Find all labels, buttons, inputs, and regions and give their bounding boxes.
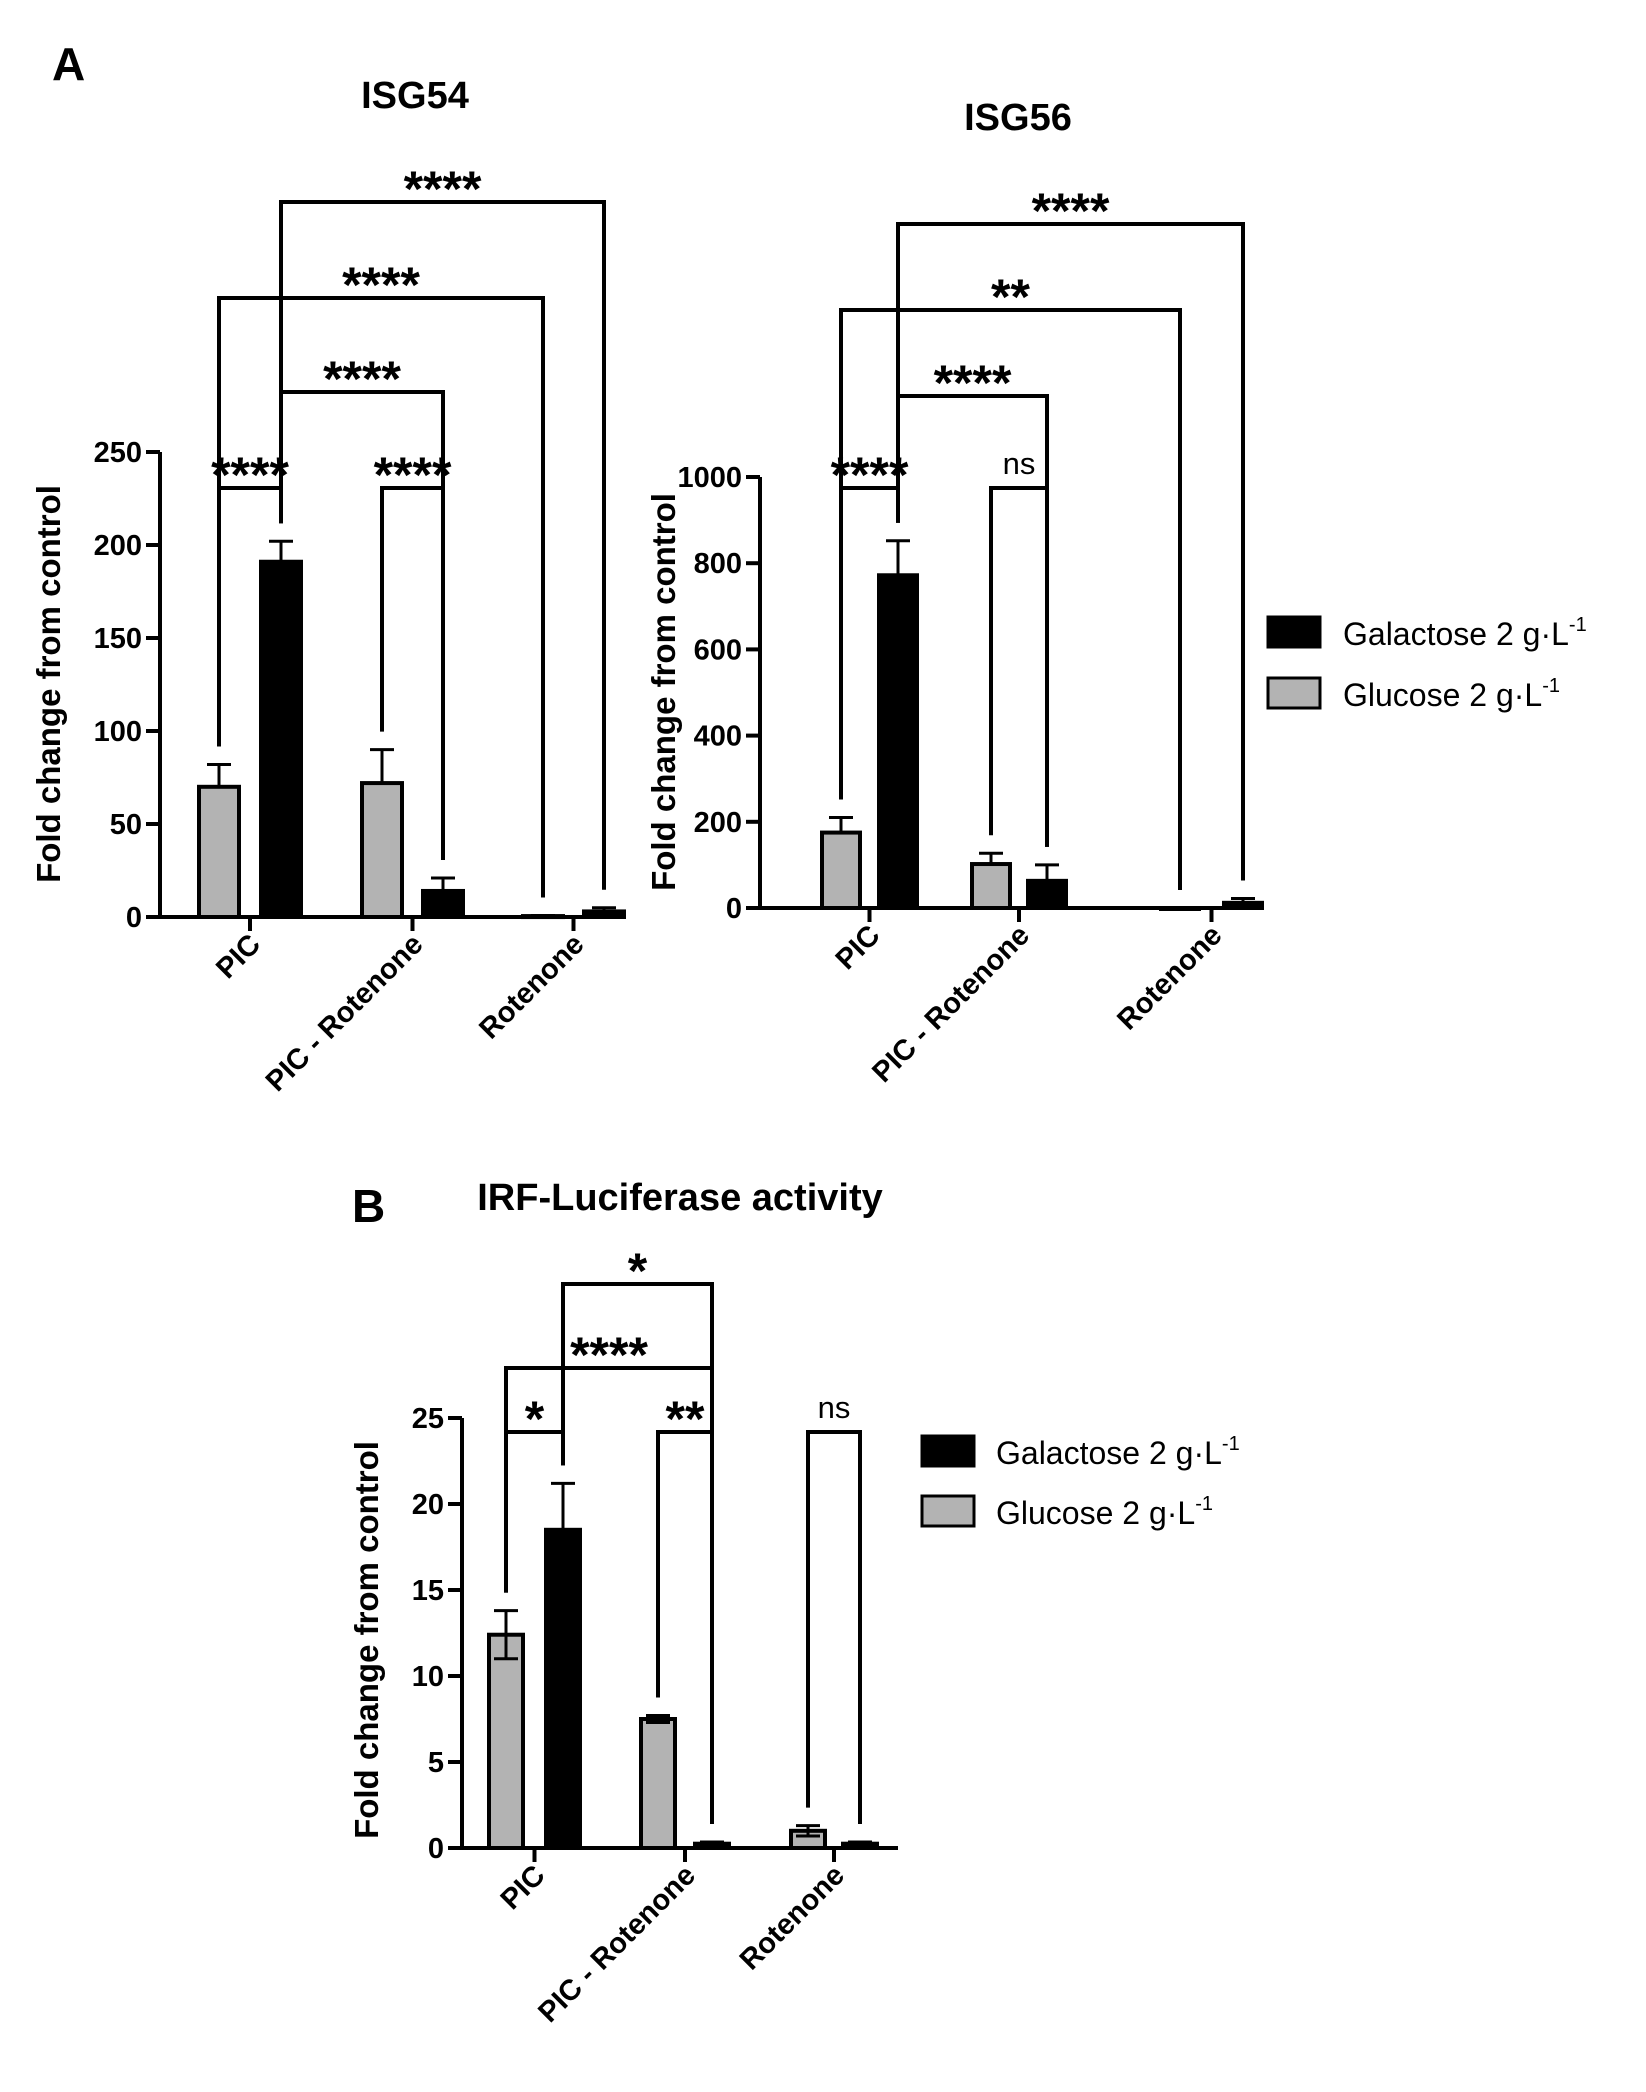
significance-label: ** — [666, 1391, 705, 1447]
y-axis-label: Fold change from control — [645, 493, 682, 891]
legend-panel-a: Galactose 2 g·L-1 Glucose 2 g·L-1 — [1266, 614, 1587, 713]
bar-glucose — [639, 1717, 677, 1850]
legend-swatch-glucose-b — [920, 1494, 976, 1528]
significance-label: **** — [934, 355, 1012, 411]
bar-glucose — [970, 862, 1012, 911]
y-tick-label: 100 — [94, 716, 142, 748]
legend-swatch-galactose — [1266, 615, 1322, 649]
y-tick-label: 400 — [694, 721, 742, 753]
significance-label: **** — [831, 447, 909, 503]
y-tick-label: 600 — [694, 634, 742, 666]
significance-label: **** — [374, 447, 452, 503]
significance-bracket — [217, 296, 545, 898]
significance-label: **** — [342, 257, 420, 313]
y-tick-label: 200 — [694, 807, 742, 839]
bar-glucose — [820, 830, 862, 911]
chart-title: IRF-Luciferase activity — [477, 1177, 882, 1219]
significance-label: ** — [991, 269, 1030, 325]
bar-galactose — [421, 888, 465, 920]
significance-bracket — [839, 308, 1182, 890]
significance-label: **** — [323, 351, 401, 407]
x-tick-label: Rotenone — [473, 928, 590, 1045]
significance-bracket — [806, 1430, 862, 1824]
significance-label: **** — [211, 447, 289, 503]
significance-label: **** — [570, 1327, 648, 1383]
bar-galactose — [877, 573, 919, 910]
significance-bracket — [989, 486, 1049, 847]
legend-panel-b: Galactose 2 g·L-1 Glucose 2 g·L-1 — [920, 1433, 1240, 1531]
x-tick-label: PIC — [210, 928, 267, 985]
y-axis-label: Fold change from control — [348, 1441, 385, 1839]
significance-label: * — [525, 1391, 545, 1447]
significance-label: * — [628, 1243, 648, 1299]
y-tick-label: 50 — [110, 809, 142, 841]
legend-swatch-galactose-b — [920, 1434, 976, 1468]
bar-galactose — [259, 559, 303, 919]
chart-isg56: ISG56 Fold change from control 0 200 400 600 8… — [645, 97, 1264, 1089]
bar-galactose — [1222, 900, 1264, 911]
bar-galactose — [582, 909, 626, 919]
y-axis-label: Fold change from control — [30, 485, 67, 883]
significance-label: ns — [818, 1390, 851, 1425]
y-tick-label: 800 — [694, 548, 742, 580]
y-tick-label: 0 — [126, 902, 142, 934]
legend-label-glucose: Glucose 2 g·L-1 — [1343, 675, 1560, 713]
y-tick-label: 150 — [94, 623, 142, 655]
significance-label: **** — [404, 161, 482, 217]
y-tick-label: 15 — [412, 1575, 444, 1607]
chart-title: ISG54 — [361, 75, 469, 117]
x-tick-label: PIC - Rotenone — [260, 928, 430, 1098]
y-tick-label: 20 — [412, 1489, 444, 1521]
chart-irf-luciferase: IRF-Luciferase activity Fold change from … — [348, 1177, 898, 2029]
y-tick-label: 0 — [428, 1833, 444, 1865]
bar-glucose — [487, 1632, 525, 1850]
y-tick-label: 1000 — [677, 462, 742, 494]
bar-glucose — [197, 784, 241, 919]
y-tick-label: 5 — [428, 1747, 444, 1779]
x-tick-label: PIC — [495, 1859, 552, 1916]
x-tick-label: PIC - Rotenone — [532, 1859, 702, 2029]
chart-isg54: ISG54 Fold change from control 0 50 100 150 20… — [30, 75, 626, 1098]
legend-label-glucose-b: Glucose 2 g·L-1 — [996, 1493, 1213, 1531]
significance-label: **** — [1032, 183, 1110, 239]
bar-glucose — [360, 781, 404, 920]
x-tick-label: Rotenone — [734, 1859, 851, 1976]
legend-swatch-glucose — [1266, 676, 1322, 710]
y-tick-label: 250 — [94, 437, 142, 469]
panel-label-b: B — [352, 1180, 385, 1232]
significance-bracket — [896, 222, 1245, 881]
bar-glucose — [1159, 906, 1201, 911]
y-tick-label: 25 — [412, 1403, 444, 1435]
significance-label: ns — [1003, 446, 1036, 481]
x-tick-label: PIC - Rotenone — [866, 919, 1036, 1089]
x-tick-label: PIC — [830, 919, 887, 976]
panel-label-a: A — [52, 38, 85, 90]
chart-title: ISG56 — [964, 97, 1072, 139]
y-tick-label: 0 — [726, 893, 742, 925]
y-tick-label: 200 — [94, 530, 142, 562]
significance-bracket — [561, 1282, 714, 1824]
legend-label-galactose: Galactose 2 g·L-1 — [1343, 614, 1587, 652]
y-tick-label: 10 — [412, 1661, 444, 1693]
x-tick-label: Rotenone — [1111, 919, 1228, 1036]
legend-label-galactose-b: Galactose 2 g·L-1 — [996, 1433, 1240, 1471]
bar-galactose — [1026, 878, 1068, 910]
significance-bracket — [279, 200, 606, 890]
